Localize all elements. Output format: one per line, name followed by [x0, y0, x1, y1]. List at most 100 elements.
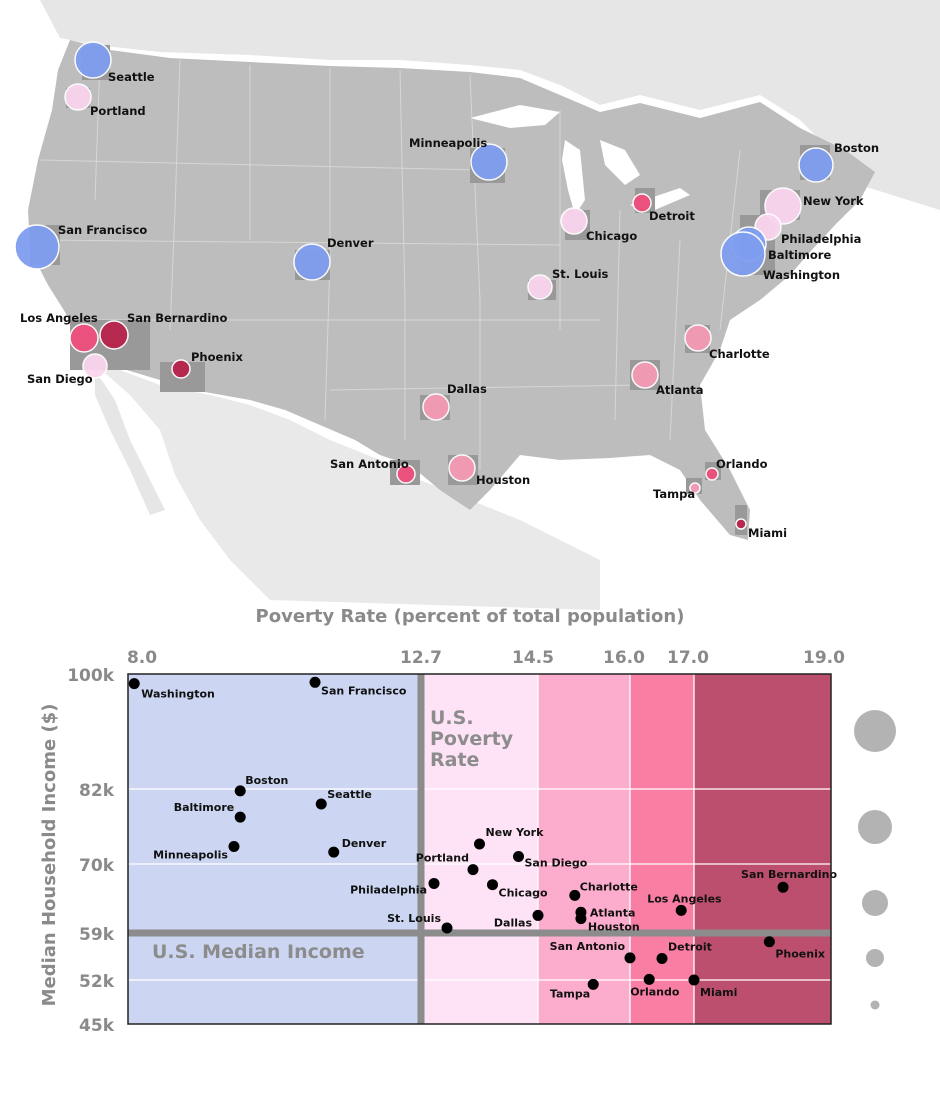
point-marker-minneapolis	[228, 841, 240, 852]
point-marker-houston	[575, 913, 587, 925]
map-city-san-bernardino: San Bernardino	[99, 311, 227, 350]
map-city-san-francisco: San Francisco	[14, 223, 147, 270]
point-new-york: New York	[474, 826, 544, 850]
point-washington: Washington	[128, 678, 215, 701]
y-tick-label: 82k	[79, 781, 115, 801]
map-bubble-phoenix	[171, 359, 191, 379]
size-legend-circle	[870, 1000, 880, 1010]
map-city-charlotte: Charlotte	[684, 324, 770, 361]
point-tampa: Tampa	[550, 978, 599, 1000]
point-marker-san-bernardino	[777, 881, 789, 893]
y-tick-label: 52k	[79, 972, 115, 992]
x-tick-label: 14.5	[512, 648, 554, 668]
point-los-angeles: Los Angeles	[647, 892, 722, 916]
map-city-st-louis: St. Louis	[527, 267, 609, 300]
band-17-0-19-0	[694, 674, 831, 1024]
baja-land	[95, 370, 165, 515]
map-label-new-york: New York	[803, 194, 864, 208]
point-orlando: Orlando	[630, 973, 680, 998]
y-tick-label: 45k	[79, 1016, 115, 1036]
map-bubble-charlotte	[684, 324, 712, 352]
map-label-detroit: Detroit	[649, 209, 695, 223]
map-city-portland: Portland	[64, 83, 146, 118]
point-marker-new-york	[474, 838, 485, 850]
point-baltimore: Baltimore	[174, 801, 246, 823]
point-marker-charlotte	[569, 889, 581, 901]
point-label-charlotte: Charlotte	[580, 880, 638, 893]
point-label-miami: Miami	[700, 986, 737, 999]
map-label-houston: Houston	[476, 473, 530, 487]
band-16-0-17-0	[630, 674, 694, 1024]
point-label-detroit: Detroit	[668, 941, 712, 954]
x-axis-title: Poverty Rate (percent of total populatio…	[256, 606, 685, 627]
map-city-atlanta: Atlanta	[631, 361, 704, 397]
map-city-washington: Washington	[720, 231, 840, 282]
map-bubble-san-diego	[82, 353, 108, 379]
point-san-antonio: San Antonio	[550, 940, 636, 964]
point-portland: Portland	[416, 852, 479, 876]
point-marker-orlando	[643, 973, 655, 985]
x-tick-label: 8.0	[127, 648, 157, 668]
lake-michigan	[562, 140, 585, 215]
size-legend	[854, 710, 896, 1010]
point-marker-denver	[328, 846, 340, 858]
x-tick-label: 12.7	[400, 648, 442, 668]
map-bubble-chicago	[560, 207, 588, 235]
map-bubble-houston	[448, 454, 476, 482]
size-legend-circle	[862, 890, 888, 916]
point-label-tampa: Tampa	[550, 987, 590, 1000]
point-denver: Denver	[328, 837, 387, 858]
map-label-san-francisco: San Francisco	[58, 223, 147, 237]
point-marker-san-antonio	[624, 952, 636, 964]
map-bubble-atlanta	[631, 361, 659, 389]
point-marker-baltimore	[234, 811, 246, 823]
map-city-detroit: Detroit	[632, 193, 695, 223]
point-label-los-angeles: Los Angeles	[647, 892, 722, 905]
point-marker-san-francisco	[309, 676, 321, 688]
point-san-diego: San Diego	[513, 851, 588, 870]
point-label-baltimore: Baltimore	[174, 801, 235, 814]
point-detroit: Detroit	[656, 941, 712, 965]
map-label-san-antonio: San Antonio	[330, 457, 409, 471]
band-8-0-12-7	[128, 674, 421, 1024]
y-axis-title: Median Household Income ($)	[39, 704, 60, 1007]
point-marker-portland	[467, 864, 479, 876]
map-label-dallas: Dallas	[447, 382, 487, 396]
point-label-dallas: Dallas	[494, 916, 533, 929]
map-bubble-boston	[798, 147, 834, 183]
us-metro-map: Seattle Portland San Francisco Los Angeles S…	[14, 0, 940, 610]
point-marker-washington	[128, 678, 140, 690]
map-label-san-bernardino: San Bernardino	[127, 311, 227, 325]
map-bubble-portland	[64, 83, 92, 111]
point-label-new-york: New York	[486, 826, 545, 839]
point-san-francisco: San Francisco	[309, 676, 407, 697]
point-marker-boston	[234, 785, 246, 797]
map-label-washington: Washington	[763, 268, 840, 282]
map-label-philadelphia: Philadelphia	[781, 232, 861, 246]
map-city-san-diego: San Diego	[27, 353, 108, 386]
reference-lines: U.S. Poverty Rate U.S. Median Income	[128, 674, 831, 1024]
point-label-orlando: Orlando	[630, 985, 680, 998]
y-tick-label: 70k	[79, 856, 115, 876]
point-chicago: Chicago	[487, 879, 548, 900]
y-tick-label: 59k	[79, 925, 115, 945]
map-city-houston: Houston	[448, 454, 530, 487]
y-tick-label: 100k	[67, 666, 114, 686]
map-label-boston: Boston	[834, 141, 879, 155]
map-city-tampa: Tampa	[653, 482, 701, 501]
map-label-denver: Denver	[327, 236, 374, 250]
map-city-boston: Boston	[798, 141, 879, 183]
point-label-phoenix: Phoenix	[775, 948, 825, 961]
mexico-land	[90, 360, 600, 610]
map-label-los-angeles: Los Angeles	[20, 311, 98, 325]
map-bubble-san-francisco	[14, 224, 60, 270]
map-label-charlotte: Charlotte	[709, 347, 770, 361]
point-label-philadelphia: Philadelphia	[350, 883, 427, 896]
map-label-chicago: Chicago	[586, 229, 637, 243]
map-label-orlando: Orlando	[716, 457, 768, 471]
point-boston: Boston	[234, 774, 288, 797]
map-bubble-minneapolis	[470, 143, 508, 181]
map-label-tampa: Tampa	[653, 487, 695, 501]
y-axis-ticks: 100k 82k 70k 59k 52k 45k	[67, 666, 114, 1036]
